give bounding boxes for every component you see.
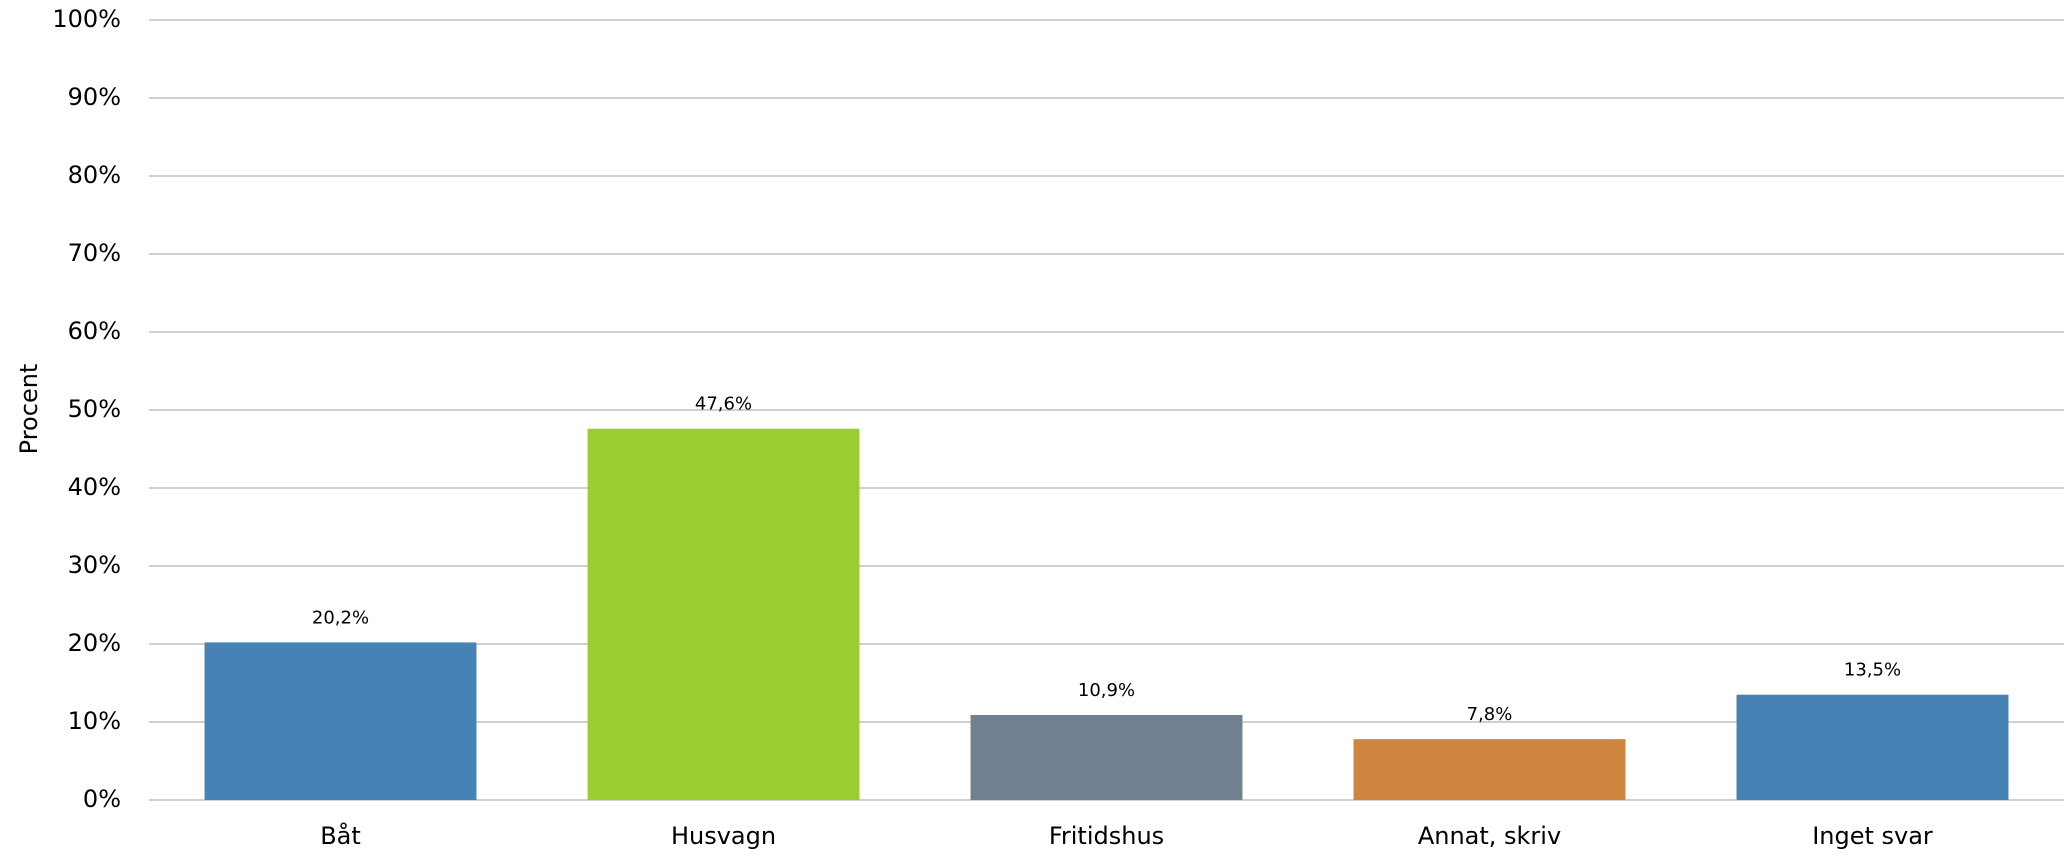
data-label: 7,8% (1467, 704, 1513, 725)
bar (1736, 694, 2009, 800)
y-tick-label: 30% (68, 551, 121, 579)
bar (204, 642, 477, 800)
x-tick-label: Inget svar (1812, 822, 1933, 850)
bar (970, 714, 1243, 800)
y-tick-label: 80% (68, 161, 121, 189)
y-tick-label: 50% (68, 395, 121, 423)
y-tick-label: 10% (68, 707, 121, 735)
y-tick-label: 60% (68, 317, 121, 345)
x-tick-label: Husvagn (671, 822, 776, 850)
x-tick-label: Annat, skriv (1418, 822, 1561, 850)
y-tick-label: 100% (52, 5, 121, 33)
bar (1353, 739, 1626, 800)
y-tick-label: 70% (68, 239, 121, 267)
y-tick-label: 40% (68, 473, 121, 501)
y-tick-label: 0% (83, 785, 121, 813)
bar (587, 428, 860, 800)
x-tick-label: Båt (320, 821, 361, 850)
data-label: 20,2% (312, 607, 369, 628)
y-tick-label: 20% (68, 629, 121, 657)
y-tick-label: 90% (68, 83, 121, 111)
data-label: 13,5% (1844, 660, 1901, 681)
x-tick-label: Fritidshus (1049, 822, 1164, 850)
data-label: 47,6% (695, 394, 752, 415)
data-label: 10,9% (1078, 680, 1135, 701)
y-axis-label: Procent (15, 364, 43, 455)
